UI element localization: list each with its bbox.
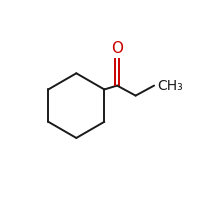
- Text: CH₃: CH₃: [157, 79, 183, 93]
- Text: O: O: [111, 41, 123, 56]
